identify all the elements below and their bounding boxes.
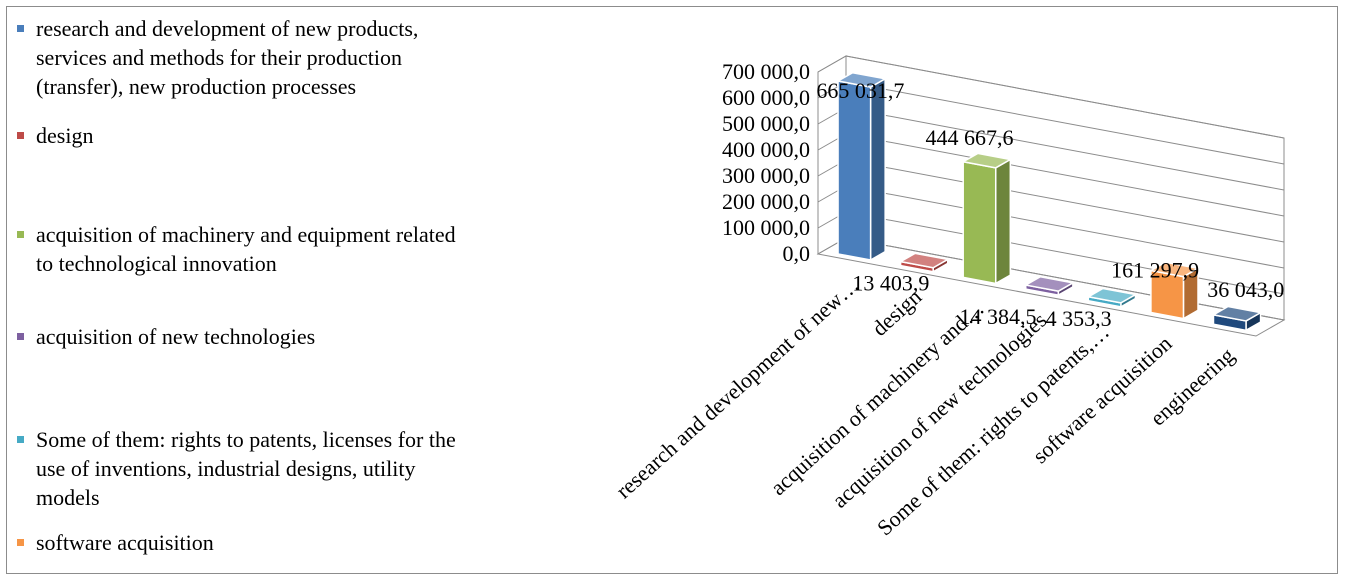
bar-top xyxy=(1023,275,1076,292)
bar-top xyxy=(1086,287,1138,304)
data-label: 36 043,0 xyxy=(1207,277,1284,302)
bar-side xyxy=(869,77,886,262)
legend-label: acquisition of machinery and equipment r… xyxy=(36,222,456,276)
legend-swatch xyxy=(17,539,24,546)
bar-top xyxy=(1148,261,1201,278)
bar xyxy=(1148,261,1201,320)
bar-front xyxy=(837,80,872,261)
y-tick-label: 0,0 xyxy=(783,241,811,266)
bar-front xyxy=(962,160,997,285)
bar xyxy=(961,152,1013,285)
bar-top xyxy=(1211,305,1263,322)
y-tick-label: 600 000,0 xyxy=(722,85,810,110)
bar xyxy=(835,71,888,262)
legend-label: research and development of new products… xyxy=(36,16,419,99)
legend: research and development of new products… xyxy=(12,14,482,570)
legend-item: software acquisition xyxy=(12,528,472,557)
legend-swatch xyxy=(17,25,24,32)
data-label: 665 031,7 xyxy=(816,78,904,103)
bar xyxy=(898,252,950,274)
legend-swatch xyxy=(17,333,24,340)
bar-top xyxy=(898,252,950,269)
bar xyxy=(1086,287,1138,309)
legend-swatch xyxy=(17,436,24,443)
bar xyxy=(1211,305,1263,332)
bar-top xyxy=(835,71,888,88)
legend-label: acquisition of new technologies xyxy=(36,324,316,349)
data-label: 14 384,5 xyxy=(960,304,1037,329)
y-tick-label: 300 000,0 xyxy=(722,163,810,188)
legend-label: Some of them: rights to patents, license… xyxy=(36,427,456,510)
data-label: 444 667,6 xyxy=(925,125,1013,150)
y-tick-label: 200 000,0 xyxy=(722,189,810,214)
data-label: 13 403,9 xyxy=(852,271,929,296)
x-tick-label: research and development of new… xyxy=(611,272,864,503)
y-tick-label: 500 000,0 xyxy=(722,111,810,136)
gridline xyxy=(817,55,1285,139)
data-label: 161 297,9 xyxy=(1111,258,1199,283)
legend-item: design xyxy=(12,121,472,150)
legend-label: design xyxy=(36,123,94,148)
bar-top xyxy=(961,152,1013,169)
legend-swatch xyxy=(17,132,24,139)
legend-item: research and development of new products… xyxy=(12,14,472,101)
legend-swatch xyxy=(17,231,24,238)
legend-item: acquisition of new technologies xyxy=(12,322,472,351)
data-label: 4 353,3 xyxy=(1046,306,1112,331)
y-tick-label: 100 000,0 xyxy=(722,215,810,240)
x-tick-label: software acquisition xyxy=(1028,331,1177,469)
bar xyxy=(1023,275,1076,297)
legend-item: acquisition of machinery and equipment r… xyxy=(12,220,472,278)
y-tick-label: 700 000,0 xyxy=(722,59,810,84)
bar-side xyxy=(994,158,1012,285)
legend-label: software acquisition xyxy=(36,530,214,555)
y-tick-label: 400 000,0 xyxy=(722,137,810,162)
legend-item: Some of them: rights to patents, license… xyxy=(12,425,472,512)
